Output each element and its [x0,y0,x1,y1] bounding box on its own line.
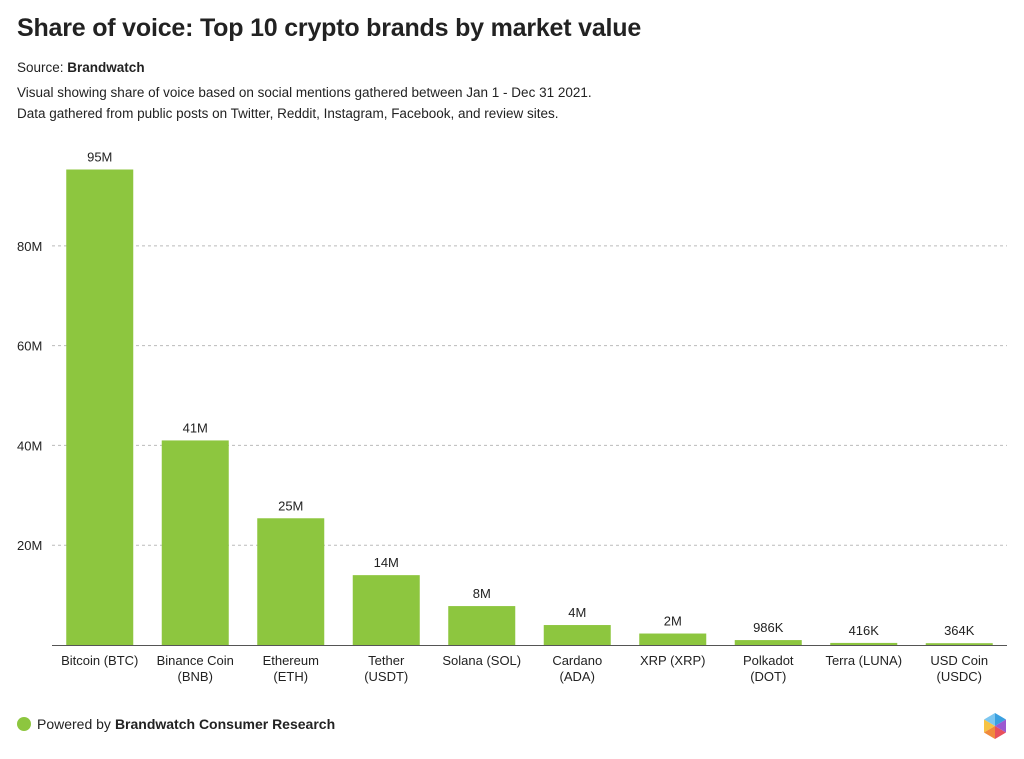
bar [448,606,516,645]
powered-by: Powered by Brandwatch Consumer Research [17,716,335,732]
source-line: Source: Brandwatch [17,60,145,75]
x-tick-label: Solana (SOL) [442,653,521,668]
x-tick-label: XRP (XRP) [640,653,706,668]
chart-description: Visual showing share of voice based on s… [17,82,592,124]
data-label: 416K [849,623,880,638]
bar-chart: 20M 40M 60M 80M 95M Bitcoin (BTC) 41M Binance C… [17,150,1007,684]
x-tick-label: (USDT) [364,669,408,684]
bar [734,640,802,645]
powered-name: Brandwatch Consumer Research [114,716,336,732]
x-tick-label: (USDC) [937,669,983,684]
x-tick-label: (ETH) [273,669,308,684]
y-tick-label: 40M [17,438,42,453]
bar [257,518,325,645]
data-label: 2M [664,614,682,629]
data-label: 95M [87,150,112,165]
x-tick-label: Polkadot [743,653,794,668]
data-label: 25M [278,498,303,513]
bar [66,169,134,645]
x-tick-label: Binance Coin [157,653,234,668]
x-tick-label: (DOT) [750,669,786,684]
source-prefix: Source: [17,60,64,75]
powered-prefix: Powered by [37,716,111,732]
bar [161,440,229,645]
x-tick-label: Tether [368,653,405,668]
x-tick-label: (BNB) [178,669,213,684]
data-label: 364K [944,623,975,638]
data-label: 41M [183,420,208,435]
source-name: Brandwatch [67,60,145,75]
description-line-1: Visual showing share of voice based on s… [17,85,592,100]
data-label: 8M [473,586,491,601]
brandwatch-logo-icon [984,713,1006,739]
x-tick-label: USD Coin [930,653,988,668]
chart-title: Share of voice: Top 10 crypto brands by … [17,14,642,42]
x-tick-label: Terra (LUNA) [825,653,902,668]
data-label: 986K [753,620,784,635]
x-tick-label: Bitcoin (BTC) [61,653,138,668]
x-tick-label: (ADA) [560,669,595,684]
bar [352,575,420,645]
description-line-2: Data gathered from public posts on Twitt… [17,106,559,121]
data-label: 4M [568,605,586,620]
y-tick-label: 80M [17,239,42,254]
y-tick-label: 60M [17,339,42,354]
brand-dot-icon [17,717,31,731]
bar [830,642,898,645]
x-tick-label: Ethereum [263,653,319,668]
data-label: 14M [374,555,399,570]
bar [543,625,611,645]
bar [925,643,993,645]
y-tick-label: 20M [17,538,42,553]
bar [639,633,707,645]
x-tick-label: Cardano [552,653,602,668]
